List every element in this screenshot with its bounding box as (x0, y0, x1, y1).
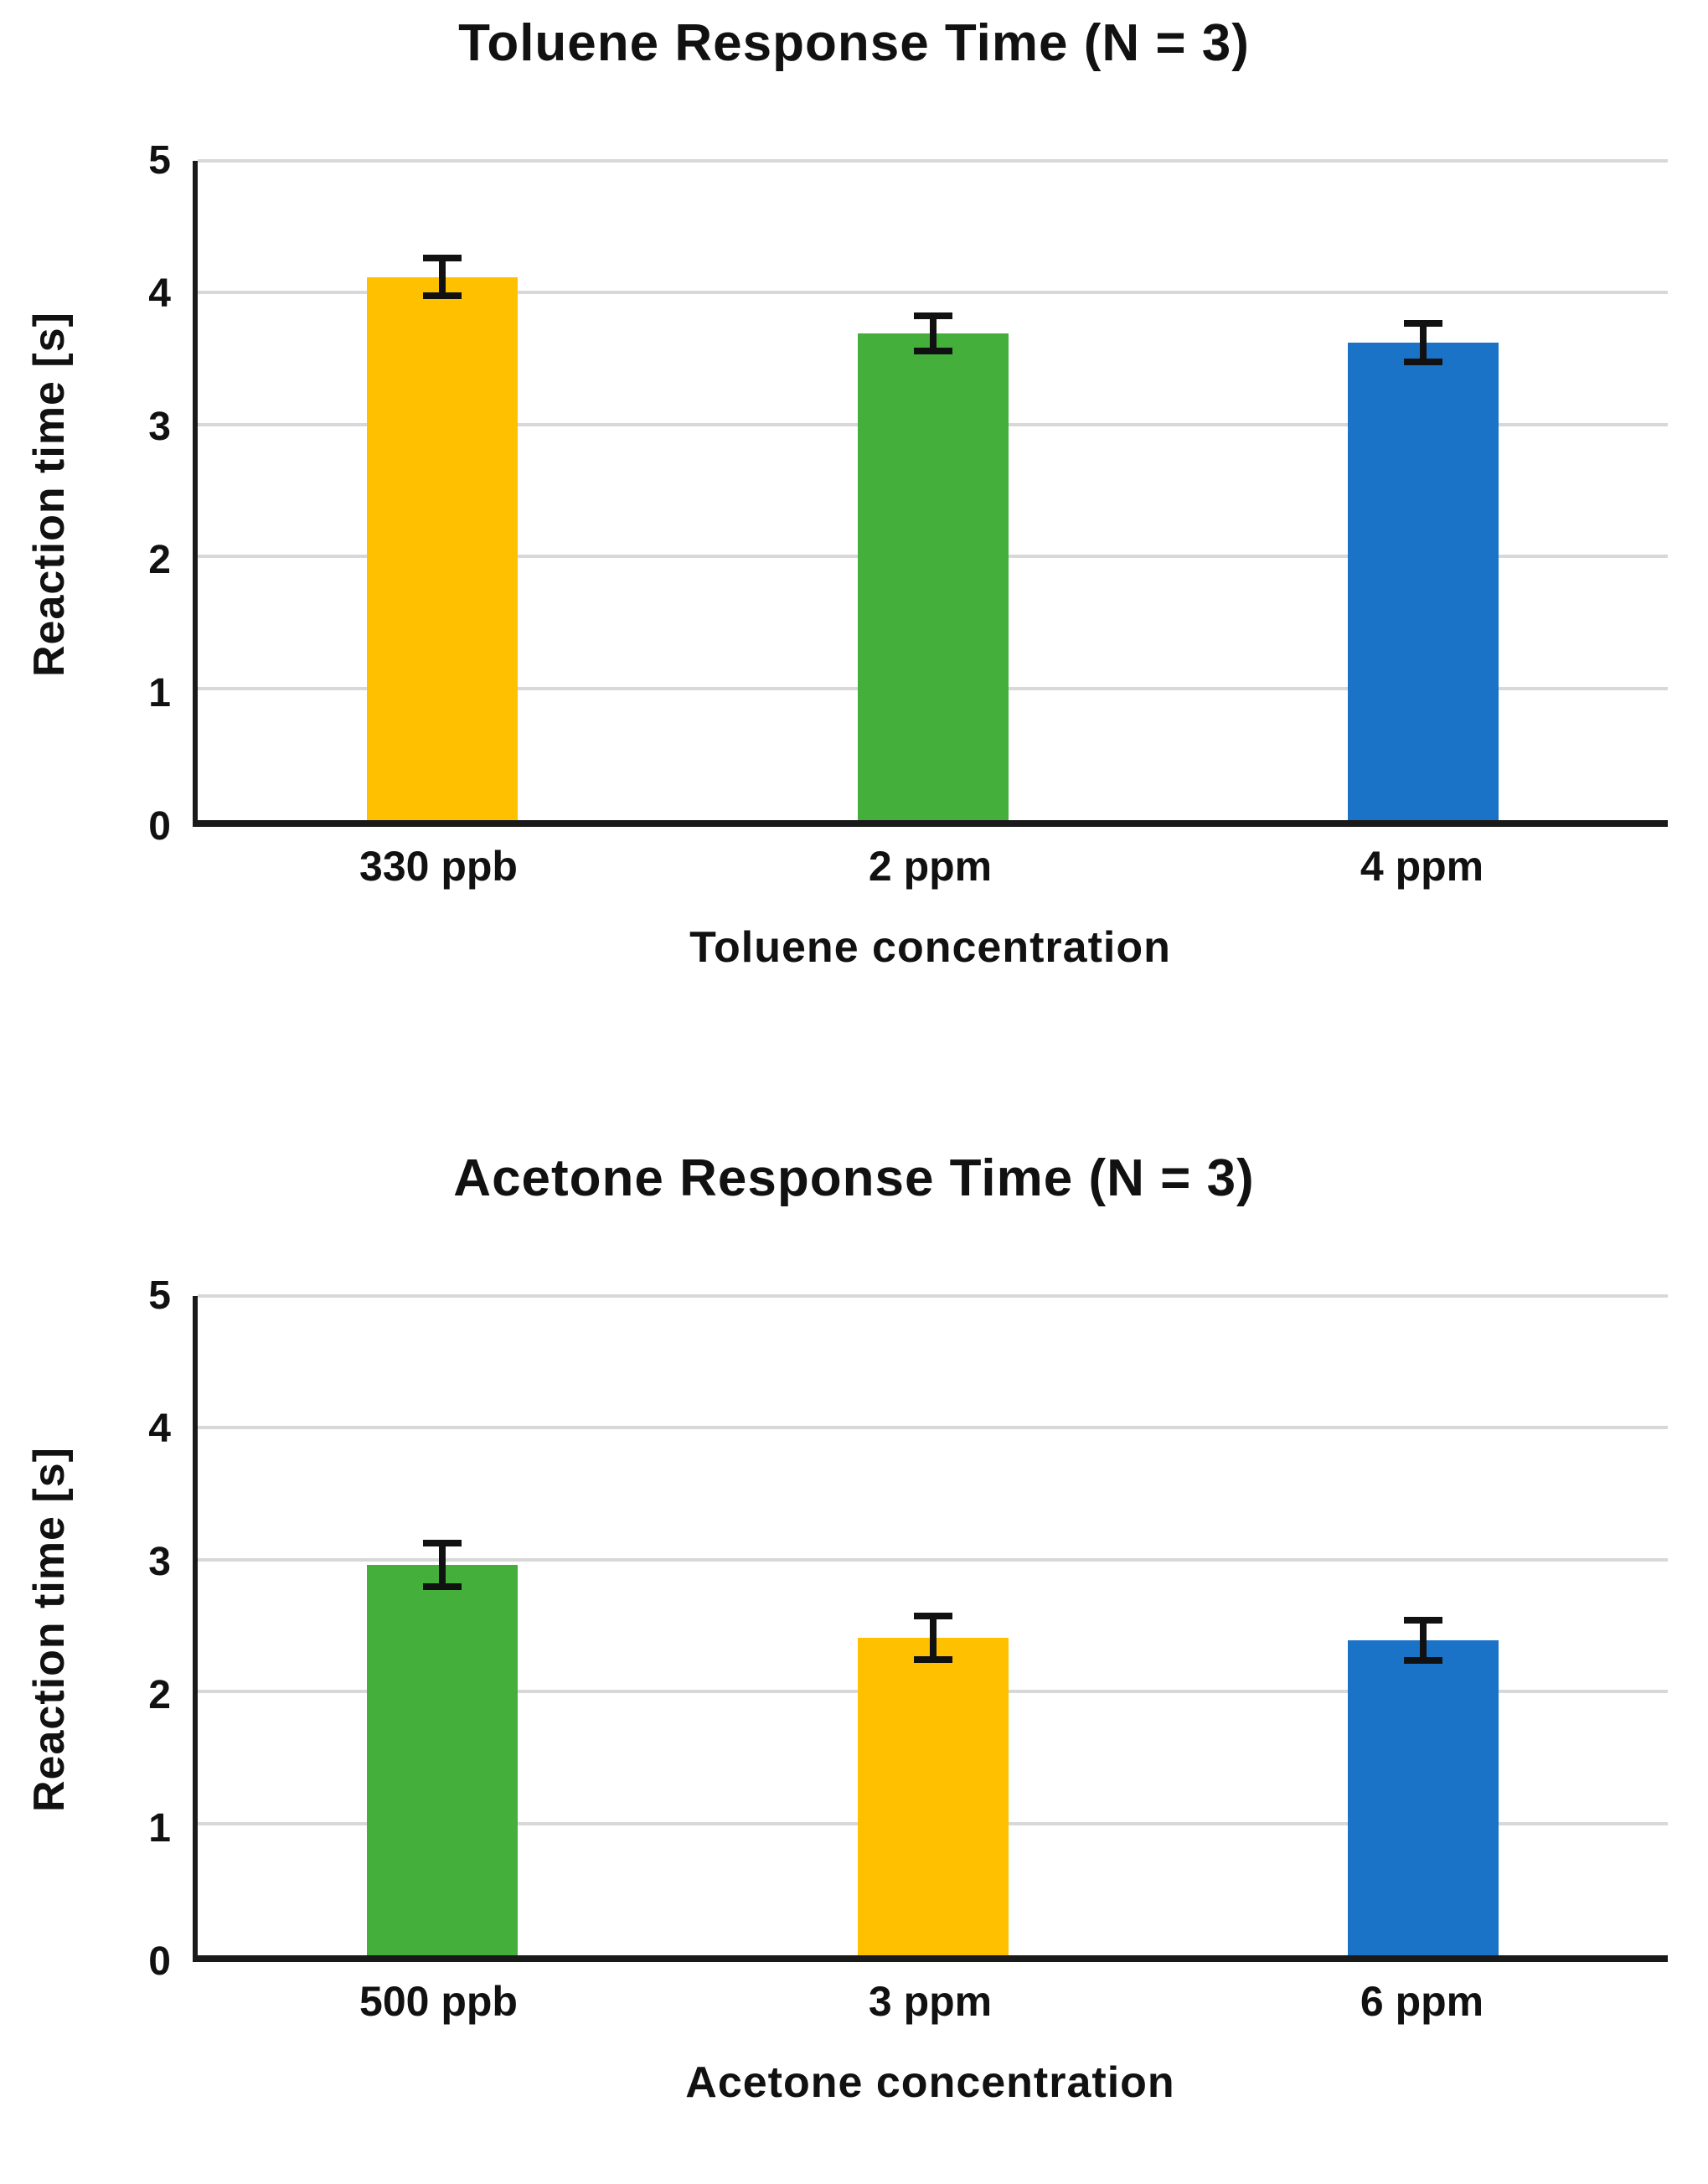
error-bar-cap-top (913, 1612, 952, 1619)
error-bar-cap-bottom (423, 292, 462, 300)
y-tick-label: 1 (148, 1806, 171, 1851)
x-axis-tick-labels: 330 ppb 2 ppm 4 ppm (193, 827, 1668, 887)
error-bar (1403, 1616, 1442, 1665)
gridline (198, 291, 1668, 295)
bar (1347, 343, 1499, 820)
x-axis-title: Toluene concentration (689, 923, 1171, 972)
error-bar (1403, 320, 1442, 365)
plot-stack: 330 ppb 2 ppm 4 ppm Toluene concentration (193, 159, 1668, 973)
plot-stack: 500 ppb 3 ppm 6 ppm Acetone concentration (193, 1294, 1668, 2108)
bar (367, 276, 519, 820)
x-tick-label: 330 ppb (359, 843, 518, 890)
y-tick-label: 0 (148, 1939, 171, 1984)
chart-body: Reaction time [s] 0 1 2 3 4 5 500 ppb 3 ppm 6 p… (0, 1276, 1708, 2108)
bar (857, 333, 1009, 820)
bar (367, 1565, 519, 1955)
y-axis-title-column: Reaction time [s] (0, 1296, 99, 1962)
error-bar-cap-top (1403, 1616, 1442, 1624)
error-bar-cap-top (1403, 320, 1442, 328)
plot-area (193, 159, 1668, 827)
x-axis-title: Acetone concentration (685, 2058, 1175, 2107)
error-bar-line (439, 1540, 446, 1591)
y-axis-title: Reaction time [s] (25, 1446, 75, 1812)
y-tick-label: 5 (148, 138, 171, 183)
x-axis-tick-labels: 500 ppb 3 ppm 6 ppm (193, 1962, 1668, 2022)
error-bar-line (1419, 320, 1427, 365)
chart-title: Acetone Response Time (N = 3) (453, 1149, 1255, 1207)
error-bar-cap-bottom (913, 348, 952, 355)
gridline (198, 159, 1668, 163)
chart-title: Toluene Response Time (N = 3) (458, 14, 1250, 72)
acetone-chart: Acetone Response Time (N = 3) Reaction t… (0, 1149, 1708, 2108)
error-bar-cap-bottom (1403, 358, 1442, 365)
y-tick-label: 3 (148, 405, 171, 449)
error-bar-line (1419, 1616, 1427, 1665)
gridline (198, 1426, 1668, 1430)
error-bar (913, 312, 952, 355)
gridline (198, 1557, 1668, 1562)
error-bar-cap-bottom (423, 1583, 462, 1591)
y-tick-label: 3 (148, 1540, 171, 1584)
y-tick-label: 2 (148, 538, 171, 582)
y-axis-tick-labels: 0 1 2 3 4 5 (99, 141, 193, 847)
y-tick-label: 1 (148, 671, 171, 715)
error-bar (913, 1612, 952, 1663)
error-bar-line (929, 1612, 937, 1663)
x-tick-label: 500 ppb (359, 1978, 518, 2025)
plot-area (193, 1294, 1668, 1962)
x-tick-label: 3 ppm (868, 1978, 993, 2025)
x-tick-label: 2 ppm (868, 843, 993, 890)
error-bar (423, 254, 462, 300)
y-axis-title: Reaction time [s] (25, 311, 75, 677)
y-tick-label: 2 (148, 1673, 171, 1717)
x-tick-label: 6 ppm (1360, 1978, 1484, 2025)
error-bar-cap-top (423, 254, 462, 261)
y-tick-label: 5 (148, 1273, 171, 1318)
y-axis-tick-labels: 0 1 2 3 4 5 (99, 1276, 193, 1982)
gridline (198, 1294, 1668, 1298)
chart-body: Reaction time [s] 0 1 2 3 4 5 330 ppb 2 ppm 4 p… (0, 141, 1708, 973)
error-bar (423, 1540, 462, 1591)
error-bar-cap-top (913, 312, 952, 320)
toluene-chart: Toluene Response Time (N = 3) Reaction t… (0, 13, 1708, 973)
bar (857, 1637, 1009, 1955)
y-tick-label: 0 (148, 804, 171, 849)
error-bar-cap-top (423, 1540, 462, 1547)
x-tick-label: 4 ppm (1360, 843, 1484, 890)
y-tick-label: 4 (148, 1407, 171, 1451)
bar (1347, 1639, 1499, 1955)
y-tick-label: 4 (148, 271, 171, 316)
error-bar-cap-bottom (1403, 1657, 1442, 1665)
y-axis-title-column: Reaction time [s] (0, 161, 99, 827)
error-bar-line (929, 312, 937, 355)
error-bar-line (439, 254, 446, 300)
error-bar-cap-bottom (913, 1655, 952, 1663)
